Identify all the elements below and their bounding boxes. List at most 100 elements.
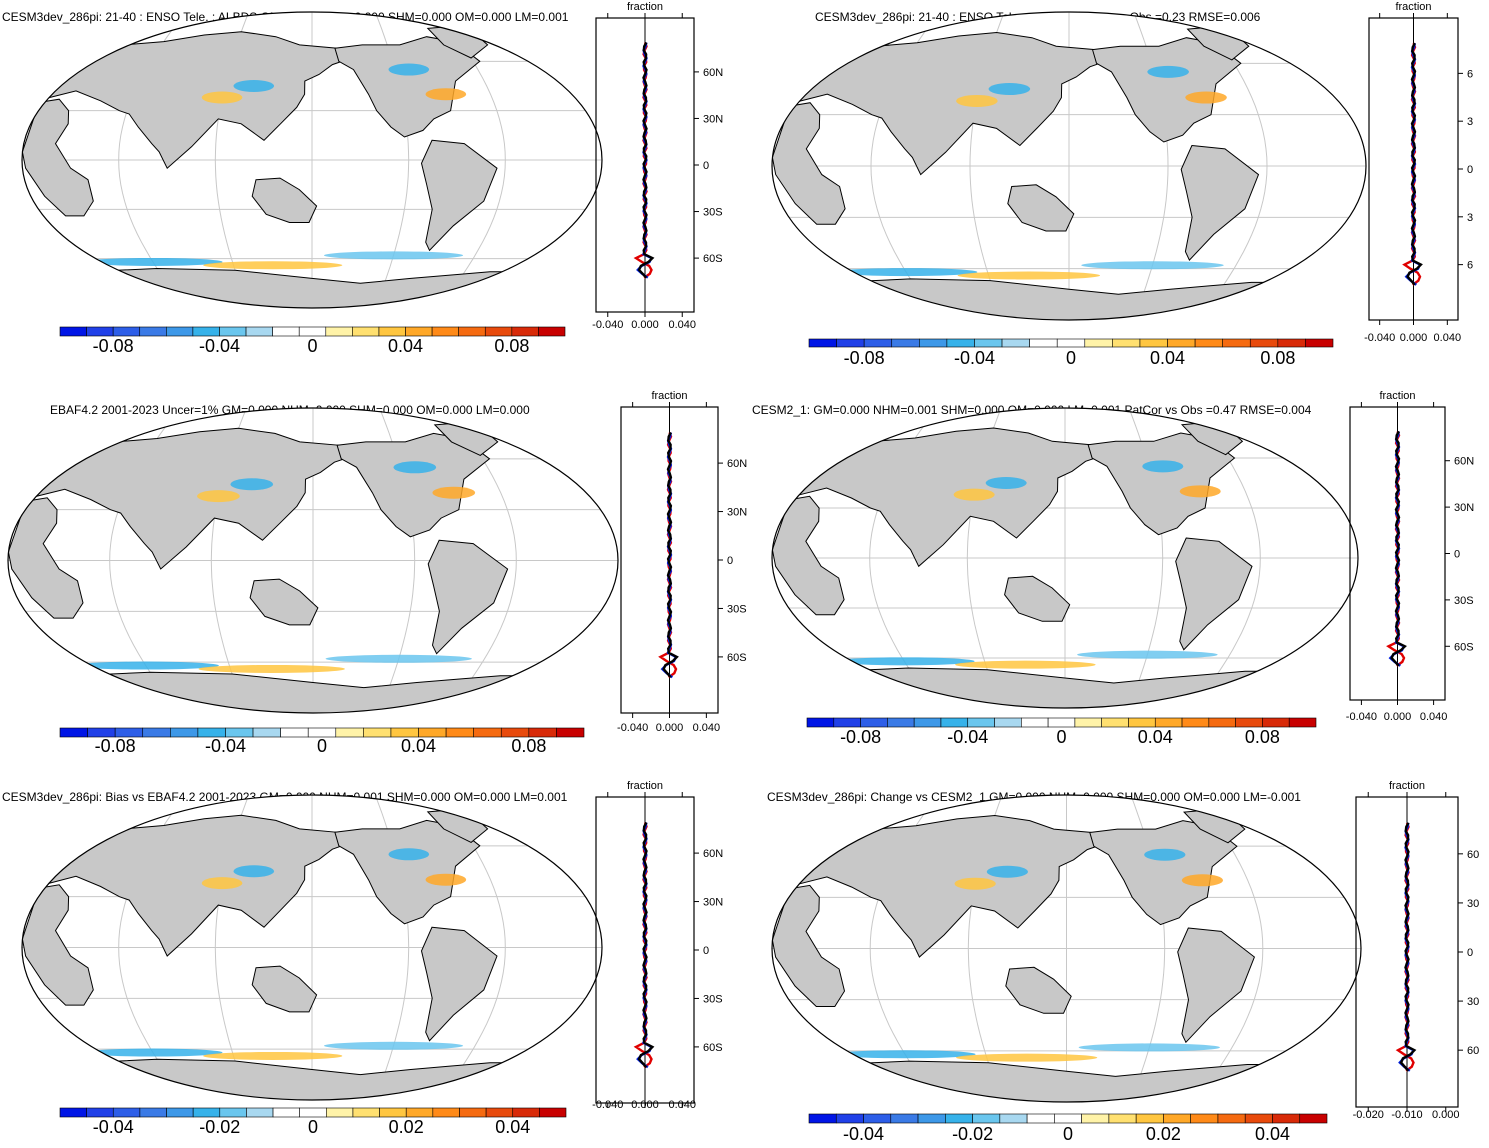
colorbar-swatch	[512, 1107, 540, 1118]
zonal-profile: fraction 6 3 0 3 6 -0.040 0.000 0.040	[1364, 1, 1473, 344]
continent-africa	[22, 884, 94, 1006]
colorbar-swatch	[511, 326, 539, 337]
continent-africa	[772, 884, 846, 1007]
colorbar-label: 0	[317, 736, 327, 756]
profile-lat-label: 0	[1467, 947, 1473, 959]
graticule-line	[869, 795, 939, 1102]
continent-eurasia	[788, 814, 1108, 958]
colorbar-swatch	[219, 326, 247, 337]
graticule-line	[438, 795, 506, 1100]
profile-frame	[1368, 17, 1459, 321]
colorbar-label: -0.04	[205, 736, 246, 756]
colorbar-swatch	[379, 1107, 407, 1118]
profile-lat-label: 30S	[1454, 595, 1474, 607]
profile-lat-label: 30S	[703, 993, 723, 1005]
continent-greenland	[426, 808, 489, 843]
continent-namerica	[1089, 820, 1238, 926]
continent-namerica	[334, 36, 481, 138]
continent-samerica	[1175, 537, 1253, 651]
colorbar-swatch	[917, 1113, 946, 1124]
colorbar-label: -0.04	[947, 727, 988, 747]
profile-axis-label: fraction	[651, 390, 687, 402]
colorbar-swatch	[192, 1107, 221, 1118]
graticule-line	[1256, 408, 1358, 708]
profile-axis-label: fraction	[627, 1, 663, 13]
colorbar-swatch	[1249, 338, 1279, 348]
graticule-line	[374, 12, 410, 308]
profile-tick-label: -0.040	[1364, 332, 1395, 344]
profile-series-line	[1406, 42, 1423, 286]
colorbar-swatch	[1299, 1113, 1328, 1124]
profile-series-line	[662, 431, 679, 679]
graticule-line	[118, 12, 186, 308]
anomaly-patch	[197, 490, 240, 503]
profile-lat-label: 6	[1467, 68, 1473, 80]
profile-lat-label: 60	[1467, 1045, 1479, 1057]
anomaly-patch	[954, 877, 996, 890]
anomaly-patch	[203, 1051, 343, 1060]
colorbar-swatch	[59, 727, 88, 738]
profile-lat-label: 60S	[703, 253, 723, 265]
anomaly-patch	[233, 865, 275, 878]
colorbar-swatch	[307, 727, 337, 738]
colorbar-swatch	[919, 338, 948, 348]
profile-frame	[595, 796, 695, 1104]
profile-axis-label: fraction	[627, 780, 663, 792]
continent-greenland	[1180, 420, 1244, 456]
colorbar-swatch	[1112, 338, 1141, 348]
continent-antarctica	[70, 671, 556, 713]
colorbar-swatch	[272, 326, 300, 337]
graticule-line	[1130, 795, 1166, 1102]
colorbar-label: 0	[1063, 1124, 1073, 1144]
colorbar-swatch	[112, 326, 141, 337]
anomaly-patch	[388, 63, 430, 76]
colorbar-label: -0.04	[954, 348, 995, 368]
colorbar-swatch	[458, 326, 486, 337]
graticule-line	[379, 408, 416, 713]
profile-series-line	[636, 42, 654, 279]
colorbar-label: -0.04	[199, 336, 240, 356]
colorbar-swatch	[352, 1107, 380, 1118]
colorbar-swatch	[252, 727, 281, 738]
continent-antarctica	[832, 1060, 1301, 1102]
colorbar-label: -0.04	[843, 1124, 884, 1144]
continent-antarctica	[833, 278, 1305, 320]
profile-lat-label: 3	[1467, 212, 1473, 224]
colorbar-label: -0.08	[840, 727, 881, 747]
graticule-line	[1263, 12, 1366, 320]
anomaly-patch	[425, 88, 467, 101]
profile-axis-label: fraction	[1379, 390, 1415, 402]
colorbar-swatch	[833, 717, 861, 728]
panel-title: CESM3dev_286pi: Change vs CESM2_1 GM=0.0…	[767, 790, 1301, 804]
anomaly-patch	[953, 488, 995, 501]
colorbar-label: 0.04	[495, 1117, 530, 1137]
zonal-profile: fraction 60N 30N 0 30S 60S -0.040 0.000 0.040	[617, 390, 747, 734]
profile-series-line	[658, 432, 678, 679]
continent-eurasia	[38, 814, 353, 957]
zonal-profile: fraction 60N 30N 0 30S 60S -0.040 0.000 0.040	[592, 780, 723, 1111]
anomaly-patch	[1179, 485, 1221, 498]
colorbar-swatch	[299, 1107, 327, 1118]
colorbar-swatch	[946, 338, 975, 348]
anomaly-patch	[393, 461, 437, 474]
colorbar-swatch	[974, 338, 1003, 348]
colorbar-swatch	[945, 1113, 973, 1124]
colorbar-swatch	[197, 727, 226, 738]
colorbar-swatch	[863, 338, 893, 348]
anomaly-patch	[1142, 460, 1184, 473]
profile-series-line	[1398, 822, 1415, 1072]
profile-tick-label: 0.040	[668, 1099, 696, 1111]
anomaly-patch	[834, 268, 978, 277]
colorbar-swatch	[225, 727, 254, 738]
colorbar-swatch	[139, 1107, 167, 1118]
anomaly-patch	[955, 660, 1096, 669]
graticule-line	[501, 12, 602, 308]
colorbar-label: 0.04	[1138, 727, 1173, 747]
colorbar-swatch	[1194, 338, 1223, 348]
graticule-line	[870, 12, 940, 320]
colorbar-swatch	[114, 727, 144, 738]
zonal-profile: fraction 60 30 0 30 60 -0.020 -0.010 0.000	[1353, 780, 1480, 1121]
colorbar-label: 0.02	[389, 1117, 424, 1137]
